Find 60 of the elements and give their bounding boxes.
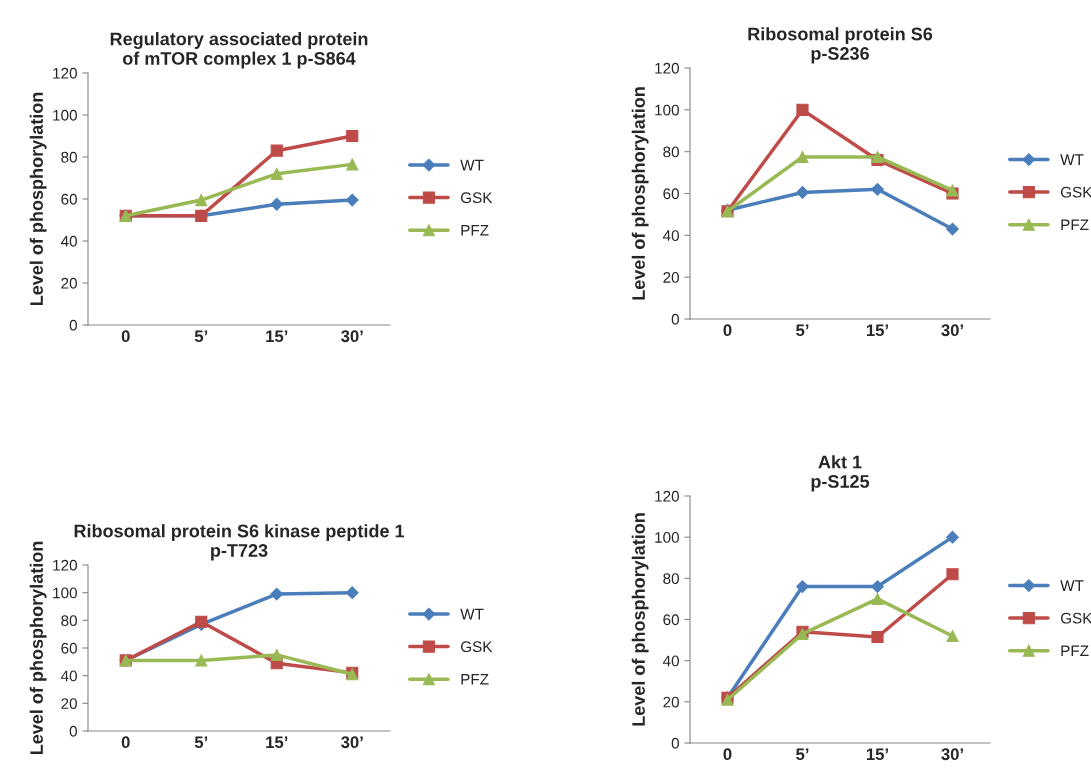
y-tick-label: 0: [671, 313, 679, 325]
x-tick-label: 0: [723, 748, 732, 761]
x-tick-label: 30’: [941, 324, 963, 337]
y-tick-label: 40: [60, 670, 77, 682]
x-tick-label: 0: [121, 736, 130, 749]
y-tick-label: 60: [663, 188, 679, 200]
y-tick-label: 120: [53, 67, 77, 79]
x-tick-label: 5’: [194, 736, 208, 749]
x-tick-label: 0: [723, 324, 732, 337]
y-tick-label: 60: [61, 642, 77, 654]
x-tick-label: 15’: [866, 748, 888, 761]
y-tick-label: 40: [662, 655, 679, 667]
legend-label: GSK: [460, 641, 493, 653]
legend-label: WT: [460, 608, 484, 620]
y-axis-title: Level of phosphorylation: [631, 513, 649, 726]
chart-title: Regulatory associated protein of mTOR complex 1 p-S864: [110, 32, 368, 69]
legend-label: WT: [1060, 580, 1084, 591]
x-tick-label: 30’: [341, 736, 363, 749]
legend-label: PFZ: [461, 674, 489, 685]
y-tick-label: 120: [655, 62, 679, 74]
chart-title: Ribosomal protein S6 p-S236: [748, 27, 933, 64]
y-axis-title: Level of phosphorylation: [29, 92, 47, 306]
y-tick-label: 100: [655, 532, 679, 543]
legend-label: PFZ: [1061, 645, 1089, 657]
x-tick-label: 30’: [341, 330, 363, 343]
legend-label: WT: [1060, 154, 1084, 165]
y-tick-label: 60: [663, 614, 679, 626]
x-tick-label: 30’: [941, 748, 963, 761]
y-tick-label: 20: [663, 696, 679, 708]
y-tick-label: 120: [655, 490, 679, 502]
x-tick-label: 5’: [194, 330, 208, 343]
legend-label: PFZ: [1061, 219, 1089, 231]
x-tick-label: 15’: [266, 736, 288, 749]
x-tick-label: 15’: [866, 324, 888, 337]
legend-label: GSK: [460, 192, 493, 204]
x-tick-label: 5’: [796, 748, 809, 761]
y-tick-label: 20: [663, 272, 679, 283]
y-tick-label: 20: [61, 698, 77, 710]
y-axis-title: Level of phosphorylation: [631, 87, 649, 300]
y-tick-label: 40: [662, 230, 679, 242]
y-axis-title: Level of phosphorylation: [29, 541, 47, 755]
y-tick-label: 80: [663, 573, 679, 585]
y-tick-label: 80: [61, 151, 77, 163]
y-tick-label: 120: [53, 559, 77, 571]
y-tick-label: 100: [655, 104, 679, 116]
y-tick-label: 100: [53, 109, 77, 121]
y-tick-label: 20: [61, 277, 77, 289]
chart-title: Akt 1 p-S125: [811, 455, 870, 492]
y-tick-label: 80: [663, 146, 679, 158]
x-tick-label: 5’: [796, 324, 809, 337]
y-tick-label: 100: [53, 587, 77, 599]
x-tick-label: 0: [121, 330, 130, 343]
y-tick-label: 80: [61, 615, 77, 627]
x-tick-label: 15’: [266, 330, 288, 343]
chart-title: Ribosomal protein S6 kinase peptide 1 p-T723: [74, 524, 405, 561]
y-tick-label: 60: [61, 193, 77, 205]
y-tick-label: 40: [60, 235, 77, 247]
legend-label: WT: [460, 159, 484, 171]
legend-label: PFZ: [461, 225, 489, 236]
y-tick-label: 0: [69, 725, 77, 737]
